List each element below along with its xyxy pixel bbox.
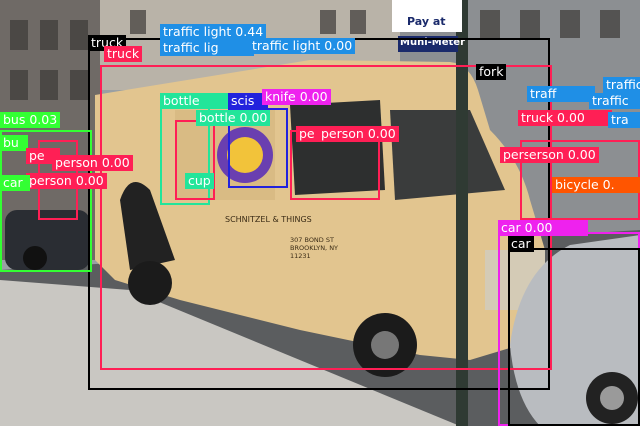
detection-label-scissors: scis <box>228 93 268 109</box>
detection-label-truck: truck 0.00 <box>518 110 612 126</box>
detection-label-bus: bu <box>0 135 28 151</box>
detection-label-person: pe <box>296 126 324 142</box>
detection-label-knife: knife 0.00 <box>262 89 331 105</box>
detection-label-person: person 0.00 <box>318 126 399 142</box>
detection-label-traffic-light: traffic <box>603 77 640 93</box>
detection-label-truck: truck <box>104 46 143 62</box>
detection-label-bus: bus 0.03 <box>0 112 61 128</box>
detection-label-cup: cup <box>185 173 214 189</box>
truck-brand-text: SCHNITZEL & THINGS <box>225 215 312 224</box>
car-box <box>508 248 640 426</box>
detection-label-car: car 0.00 <box>498 220 588 236</box>
detection-label-person: person 0.00 <box>500 147 528 163</box>
detection-label-person: pe <box>26 148 60 164</box>
detection-label-person: person 0.00 <box>52 155 133 171</box>
detection-label-person: person 0.00 <box>26 173 107 189</box>
detection-label-car: car <box>0 175 30 191</box>
detection-label-car: car <box>508 236 534 252</box>
pay-at-sign-text: Pay at <box>407 15 446 28</box>
bus-box <box>0 130 92 272</box>
scissors-box <box>228 108 288 188</box>
detection-label-traffic-light: traffic light 0.00 <box>249 38 356 54</box>
detection-label-traffic-light: traffic lig <box>160 40 254 56</box>
detection-label-person: person 0.00 <box>518 147 599 163</box>
detection-label-bottle: bottle <box>160 93 230 109</box>
muni-meter-sign-text: Muni-Meter <box>400 37 465 48</box>
detection-label-bottle: bottle 0.00 <box>196 110 271 126</box>
detection-label-fork: fork <box>476 64 507 80</box>
detection-label-traffic-light: traffic <box>589 93 640 109</box>
person-box <box>175 120 215 200</box>
truck-address-text: 307 BOND ST BROOKLYN, NY 11231 <box>290 236 339 260</box>
detection-label-bicycle: bicycle 0. <box>552 177 640 193</box>
truck-box <box>100 65 552 370</box>
detection-label-traffic-light: tra <box>608 112 640 128</box>
detection-label-traffic-light: traffic light 0.44 <box>160 24 267 40</box>
detection-label-traffic-light: traff <box>527 86 595 102</box>
